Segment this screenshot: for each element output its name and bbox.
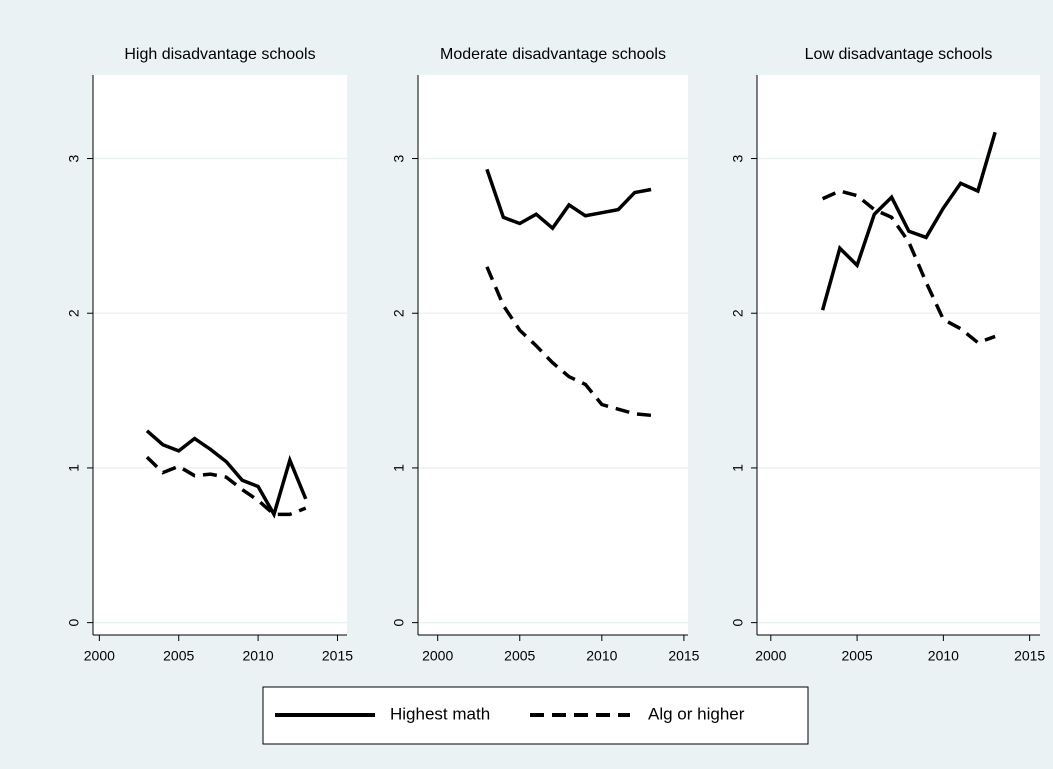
y-tick-label: 1 (66, 464, 82, 472)
x-tick-label: 2005 (842, 648, 873, 664)
plot-area (93, 75, 347, 635)
y-tick-label: 2 (730, 309, 746, 317)
y-tick-label: 0 (66, 619, 82, 627)
series-line (145, 455, 307, 517)
y-tick-label: 2 (66, 309, 82, 317)
x-tick-label: 2000 (422, 648, 453, 664)
y-tick-label: 0 (730, 619, 746, 627)
x-tick-label: 2000 (755, 648, 786, 664)
y-tick-label: 1 (730, 464, 746, 472)
series-line (485, 266, 652, 418)
legend-label: Highest math (390, 704, 490, 723)
y-tick-label: 3 (391, 154, 407, 162)
x-tick-label: 2015 (1014, 648, 1045, 664)
x-tick-label: 2000 (84, 648, 115, 664)
y-tick-label: 3 (730, 154, 746, 162)
x-tick-label: 2010 (243, 648, 274, 664)
panel-title: Moderate disadvantage schools (440, 46, 666, 63)
panel-title: Low disadvantage schools (805, 46, 993, 63)
series-line (145, 429, 308, 519)
y-tick-label: 2 (391, 309, 407, 317)
y-tick-label: 3 (66, 154, 82, 162)
plot-area (418, 75, 688, 635)
y-tick-label: 1 (391, 464, 407, 472)
x-tick-label: 2005 (504, 648, 535, 664)
x-tick-label: 2015 (322, 648, 353, 664)
panel-title: High disadvantage schools (124, 46, 315, 63)
series-line (821, 189, 996, 345)
x-tick-label: 2005 (163, 648, 194, 664)
series-line (485, 168, 652, 231)
x-tick-label: 2015 (668, 648, 699, 664)
y-tick-label: 0 (391, 619, 407, 627)
x-tick-label: 2010 (928, 648, 959, 664)
series-line (820, 131, 997, 311)
legend-label: Alg or higher (648, 704, 745, 723)
x-tick-label: 2010 (586, 648, 617, 664)
plot-area (757, 75, 1040, 635)
